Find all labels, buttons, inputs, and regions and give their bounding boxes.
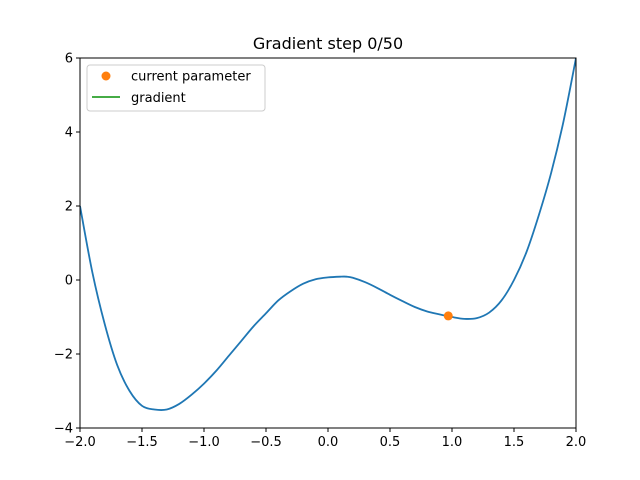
x-axis-ticks: −2.0 −1.5 −1.0 −0.5 0.0 0.5 1.0 1.5 2.0 xyxy=(64,428,586,450)
current-parameter-point xyxy=(443,311,453,321)
x-tick-label: −1.0 xyxy=(188,435,220,450)
x-tick-label: 0.5 xyxy=(380,435,401,450)
legend-label-gradient: gradient xyxy=(131,91,186,106)
y-tick-label: 4 xyxy=(65,126,73,141)
legend-label-current-parameter: current parameter xyxy=(131,70,251,85)
series-line-0 xyxy=(80,58,576,411)
y-tick-label: −4 xyxy=(54,422,73,437)
y-tick-label: −2 xyxy=(54,348,73,363)
legend-marker-current-parameter xyxy=(101,71,111,81)
chart-title: Gradient step 0/50 xyxy=(253,34,403,53)
plot-area xyxy=(80,58,576,411)
x-tick-label: 0.0 xyxy=(318,435,339,450)
x-tick-label: −1.5 xyxy=(126,435,158,450)
legend: current parameter gradient xyxy=(86,64,266,112)
legend-box xyxy=(86,64,266,112)
y-tick-label: 0 xyxy=(65,274,73,289)
y-tick-label: 2 xyxy=(65,200,73,215)
x-tick-label: 1.5 xyxy=(504,435,525,450)
y-tick-label: 6 xyxy=(65,52,73,67)
x-tick-label: 2.0 xyxy=(566,435,587,450)
x-tick-label: −0.5 xyxy=(250,435,282,450)
y-axis-ticks: −4 −2 0 2 4 6 xyxy=(54,52,80,437)
points-layer xyxy=(443,311,453,321)
x-tick-label: −2.0 xyxy=(64,435,96,450)
x-tick-label: 1.0 xyxy=(442,435,463,450)
